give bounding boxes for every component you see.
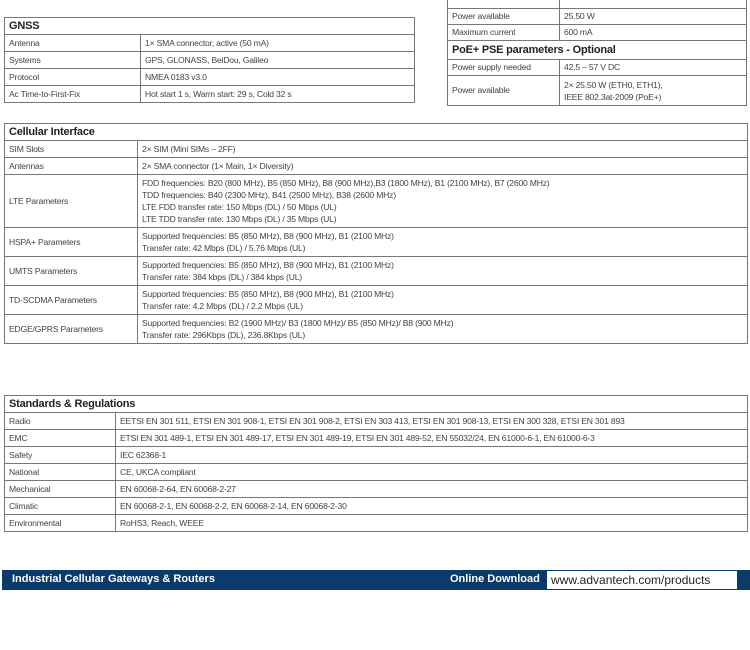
row-value: 42.5 – 57 V DC [559,59,747,76]
row-label: Protocol [4,68,141,86]
footer-category: Industrial Cellular Gateways & Routers [12,573,215,585]
row-label: TD-SCDMA Parameters [4,285,138,315]
table-row: Systems GPS, GLONASS, BeiDou, Galileo [4,51,415,69]
footer-bar: Industrial Cellular Gateways & Routers O… [2,570,750,590]
table-row: HSPA+ Parameters Supported frequencies: B… [4,227,748,257]
row-value: 600 mA [559,24,747,41]
section-title: Cellular Interface [4,123,748,141]
row-label: Power available [447,8,560,25]
table-row: Climatic EN 60068-2-1, EN 60068-2-2, EN 6… [4,497,748,515]
row-value: GPS, GLONASS, BeiDou, Galileo [140,51,415,69]
row-value: EN 60068-2-64, EN 60068-2-27 [115,480,748,498]
online-download-label: Online Download [450,573,540,585]
table-row-clipped [447,0,747,9]
row-label: Power available [447,75,560,106]
row-label: LTE Parameters [4,174,138,228]
table-row: National CE, UKCA compliant [4,463,748,481]
value-line: Transfer rate: 384 kbps (DL) / 384 kbps … [142,272,302,282]
row-label: Antenna [4,34,141,52]
value-line: 2× SMA connector (1× Main, 1× Diversity) [142,161,294,171]
download-url-link[interactable]: www.advantech.com/products [547,571,737,589]
value-line: FDD frequencies: B20 (800 MHz), B5 (850 … [142,178,550,188]
table-row: LTE Parameters FDD frequencies: B20 (800 … [4,174,748,228]
row-value: EN 60068-2-1, EN 60068-2-2, EN 60068-2-1… [115,497,748,515]
row-value: Hot start 1 s, Warm start: 29 s, Cold 32… [140,85,415,103]
value-line: IEEE 802.3at-2009 (PoE+) [564,91,662,102]
cellular-interface-table: Cellular Interface SIM Slots 2× SIM (Mini… [4,123,748,344]
value-line: 2× 25.50 W (ETH0, ETH1), [564,79,663,90]
row-label: EDGE/GPRS Parameters [4,314,138,344]
table-row: Safety IEC 62368-1 [4,446,748,464]
row-label: National [4,463,116,481]
value-line: LTE TDD transfer rate: 130 Mbps (DL) / 3… [142,214,337,224]
gnss-table: GNSS Antenna 1× SMA connector, active (50… [4,17,415,103]
table-row: SIM Slots 2× SIM (Mini SIMs – 2FF) [4,140,748,158]
value-line: Supported frequencies: B5 (850 MHz), B8 … [142,289,394,299]
table-row: Maximum current 600 mA [447,24,747,41]
table-row: Power available 25.50 W [447,8,747,25]
row-label: Ac Time-to-First-Fix [4,85,141,103]
row-value: EETSI EN 301 511, ETSI EN 301 908-1, ETS… [115,412,748,430]
row-value: 2× SMA connector (1× Main, 1× Diversity) [137,157,748,175]
row-value: Supported frequencies: B2 (1900 MHz)/ B3… [137,314,748,344]
row-value: CE, UKCA compliant [115,463,748,481]
table-row: Ac Time-to-First-Fix Hot start 1 s, Warm … [4,85,415,103]
row-label: Environmental [4,514,116,532]
row-value: NMEA 0183 v3.0 [140,68,415,86]
row-label: EMC [4,429,116,447]
row-value: ETSI EN 301 489-1, ETSI EN 301 489-17, E… [115,429,748,447]
row-label: Safety [4,446,116,464]
row-label: Antennas [4,157,138,175]
value-line: Transfer rate: 42 Mbps (DL) / 5.76 Mbps … [142,243,306,253]
row-value: 2× SIM (Mini SIMs – 2FF) [137,140,748,158]
table-row: Power available 2× 25.50 W (ETH0, ETH1), I… [447,75,747,106]
value-line: Supported frequencies: B2 (1900 MHz)/ B3… [142,318,454,328]
table-row: Antenna 1× SMA connector, active (50 mA) [4,34,415,52]
row-value: Supported frequencies: B5 (850 MHz), B8 … [137,256,748,286]
row-value: 1× SMA connector, active (50 mA) [140,34,415,52]
row-value: RoHS3, Reach, WEEE [115,514,748,532]
table-row: Protocol NMEA 0183 v3.0 [4,68,415,86]
value-line: Supported frequencies: B5 (850 MHz), B8 … [142,260,394,270]
row-value: 2× 25.50 W (ETH0, ETH1), IEEE 802.3at-200… [559,75,747,106]
row-label: UMTS Parameters [4,256,138,286]
table-row: UMTS Parameters Supported frequencies: B5… [4,256,748,286]
value-line: LTE FDD transfer rate: 150 Mbps (DL) / 5… [142,202,337,212]
row-label: Mechanical [4,480,116,498]
row-label: HSPA+ Parameters [4,227,138,257]
row-label: Radio [4,412,116,430]
table-row: EMC ETSI EN 301 489-1, ETSI EN 301 489-17… [4,429,748,447]
section-title: Standards & Regulations [4,395,748,413]
row-label: Systems [4,51,141,69]
section-title: PoE+ PSE parameters - Optional [447,40,747,60]
value-line: Transfer rate: 296Kbps (DL), 236.8Kbps (… [142,330,306,340]
standards-table: Standards & Regulations Radio EETSI EN 30… [4,395,748,532]
value-line: Supported frequencies: B5 (850 MHz), B8 … [142,231,394,241]
table-row: TD-SCDMA Parameters Supported frequencies… [4,285,748,315]
row-value: Supported frequencies: B5 (850 MHz), B8 … [137,227,748,257]
table-row: EDGE/GPRS Parameters Supported frequencie… [4,314,748,344]
table-row: Antennas 2× SMA connector (1× Main, 1× Di… [4,157,748,175]
power-table: Power available 25.50 W Maximum current 60… [447,0,747,106]
value-line: TDD frequencies: B40 (2300 MHz), B41 (25… [142,190,396,200]
row-label: Climatic [4,497,116,515]
table-row: Radio EETSI EN 301 511, ETSI EN 301 908-1… [4,412,748,430]
row-label: SIM Slots [4,140,138,158]
value-line: Transfer rate: 4.2 Mbps (DL) / 2.2 Mbps … [142,301,303,311]
section-title: GNSS [4,17,415,35]
table-row: Mechanical EN 60068-2-64, EN 60068-2-27 [4,480,748,498]
row-label: Power supply needed [447,59,560,76]
row-value: IEC 62368-1 [115,446,748,464]
table-row: Environmental RoHS3, Reach, WEEE [4,514,748,532]
row-value: FDD frequencies: B20 (800 MHz), B5 (850 … [137,174,748,228]
row-value: Supported frequencies: B5 (850 MHz), B8 … [137,285,748,315]
table-row: Power supply needed 42.5 – 57 V DC [447,59,747,76]
row-value: 25.50 W [559,8,747,25]
value-line: 2× SIM (Mini SIMs – 2FF) [142,144,236,154]
row-label: Maximum current [447,24,560,41]
